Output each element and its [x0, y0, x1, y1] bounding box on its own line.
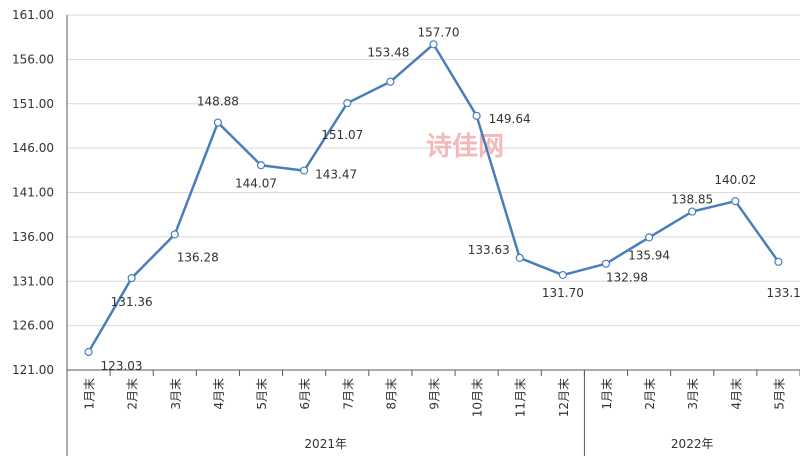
data-label: 131.70 [542, 286, 584, 300]
y-tick-label: 131.00 [12, 274, 54, 288]
data-labels: 123.03 131.36 136.28 148.88 144.07 143.47 151.… [101, 25, 800, 373]
x-tick-label: 9月末 [428, 378, 442, 410]
data-point [84, 347, 93, 357]
data-label: 123.03 [101, 359, 143, 373]
data-point [300, 166, 309, 175]
data-point [644, 233, 654, 242]
y-tick-label: 141.00 [12, 186, 54, 200]
data-label: 140.02 [714, 173, 756, 187]
data-point [731, 197, 740, 206]
data-label: 148.88 [197, 95, 239, 109]
gridlines [67, 14, 800, 327]
y-tick-label: 146.00 [12, 141, 54, 155]
data-label: 153.48 [367, 46, 409, 60]
x-tick-label: 4月末 [212, 378, 226, 410]
series-line [84, 40, 783, 357]
data-label: 133.63 [468, 243, 510, 257]
data-label: 157.70 [418, 25, 460, 39]
data-point [429, 40, 438, 49]
data-point [601, 259, 611, 268]
x-axis: 1月末 2月末 3月末 4月末 5月末 6月末 7月末 8月末 9月末 10月末 11月末 12月末 1… [66, 369, 800, 456]
data-point [558, 270, 567, 280]
y-tick-label: 121.00 [12, 363, 54, 377]
data-label: 143.47 [315, 168, 357, 182]
x-tick-label: 11月末 [514, 378, 528, 417]
x-tick-label: 5月末 [772, 378, 786, 410]
x-tick-label: 10月末 [471, 378, 485, 417]
data-label: 133.19 [766, 286, 800, 300]
y-tick-label: 151.00 [12, 97, 54, 111]
y-axis: 121.00 126.00 131.00 136.00 141.00 146.00 151.… [12, 8, 68, 456]
x-tick-label: 12月末 [557, 378, 571, 417]
y-tick-label: 161.00 [12, 8, 54, 22]
data-point [688, 207, 697, 216]
data-point [774, 257, 783, 266]
group-label: 2022年 [671, 437, 714, 451]
data-label: 131.36 [111, 295, 153, 309]
data-label: 135.94 [628, 248, 670, 262]
data-label: 151.07 [321, 128, 363, 142]
y-tick-label: 126.00 [12, 319, 54, 333]
data-label: 149.64 [489, 112, 531, 126]
x-tick-label: 3月末 [686, 378, 700, 410]
x-tick-label: 3月末 [169, 378, 183, 410]
x-tick-label: 6月末 [298, 378, 312, 410]
data-point [472, 111, 481, 120]
data-label: 132.98 [606, 271, 648, 285]
data-point [170, 230, 179, 239]
data-label: 138.85 [671, 193, 713, 207]
watermark-text: 诗佳网 [426, 132, 504, 162]
x-tick-label: 1月末 [83, 378, 97, 410]
data-point [213, 118, 223, 127]
x-tick-label: 7月末 [341, 378, 355, 410]
data-label: 136.28 [177, 250, 219, 264]
x-tick-label: 2月末 [126, 378, 140, 410]
data-point [515, 253, 524, 263]
x-tick-label: 8月末 [384, 378, 398, 410]
x-tick-label: 4月末 [729, 378, 743, 410]
data-point [256, 161, 266, 170]
x-tick-label: 2月末 [643, 378, 657, 410]
y-tick-label: 136.00 [12, 230, 54, 244]
group-label: 2021年 [304, 437, 347, 451]
x-tick-label: 1月末 [600, 378, 614, 410]
data-point [386, 77, 395, 86]
y-tick-label: 156.00 [12, 52, 54, 66]
data-label: 144.07 [235, 176, 277, 190]
x-tick-label: 5月末 [255, 378, 269, 410]
data-point [127, 273, 136, 283]
data-point [343, 99, 352, 108]
